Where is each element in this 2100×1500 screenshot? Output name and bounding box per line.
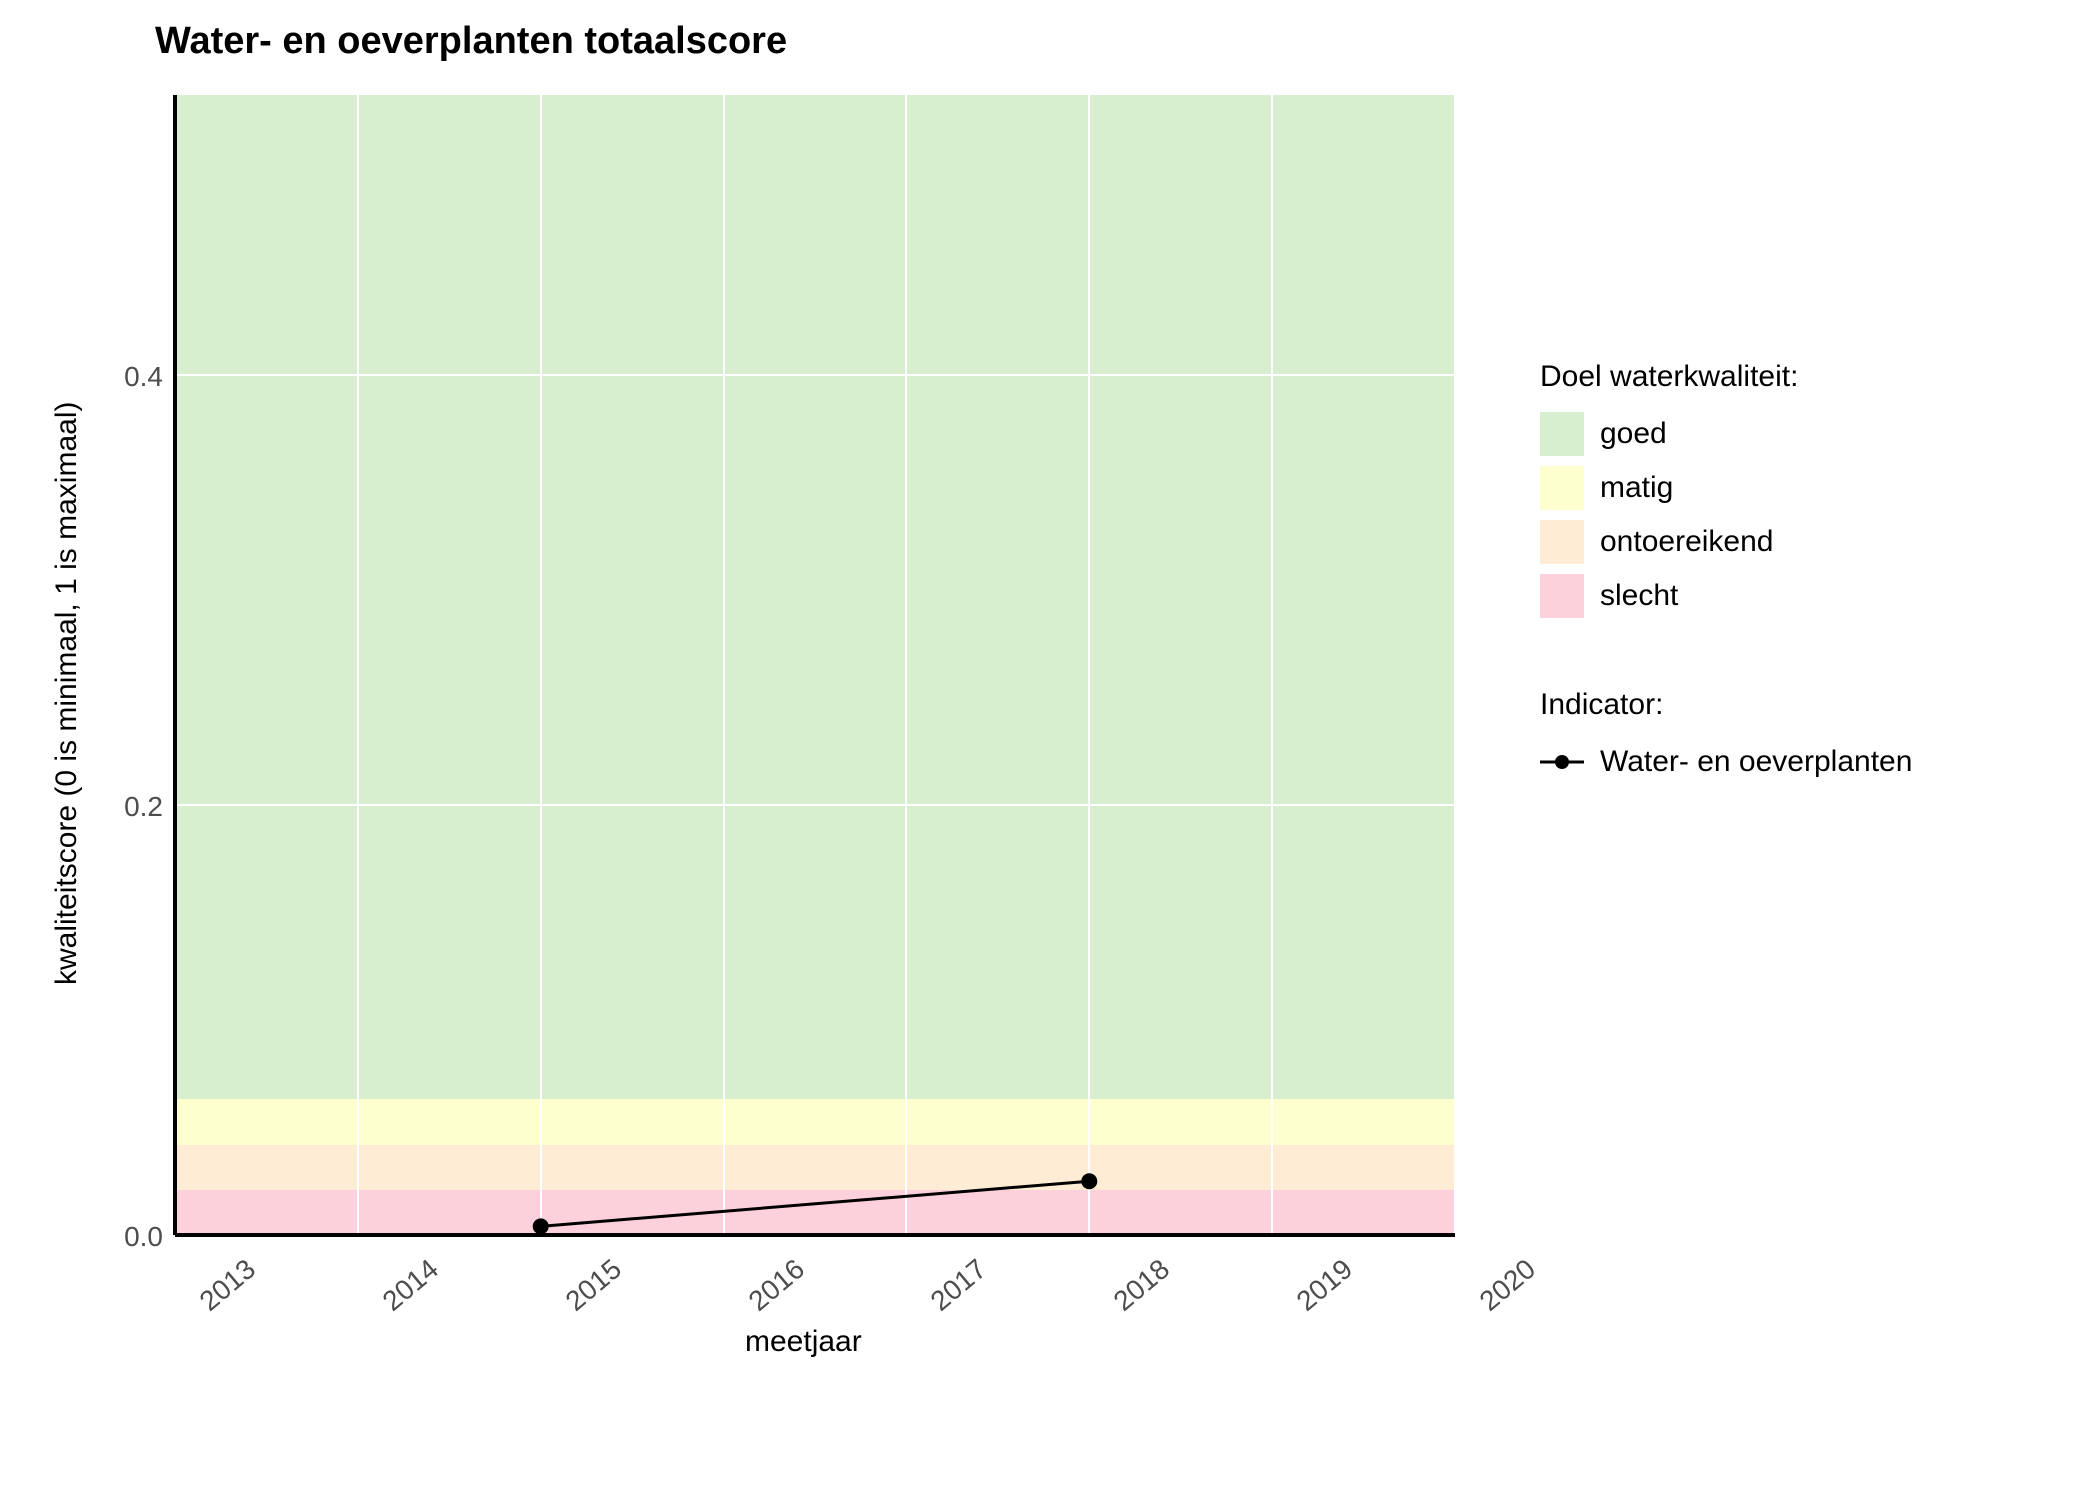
y-tick-label: 0.2 xyxy=(103,791,163,823)
x-tick-label: 2017 xyxy=(925,1253,993,1318)
x-tick-label: 2020 xyxy=(1474,1253,1542,1318)
x-tick-label: 2013 xyxy=(194,1253,262,1318)
plot-area xyxy=(175,95,1455,1235)
legend-quality-label: goed xyxy=(1600,417,1667,451)
legend-quality-item-matig: matig xyxy=(1540,466,1912,510)
legend-quality-label: matig xyxy=(1600,471,1673,505)
series-layer xyxy=(175,95,1455,1235)
legend-indicator-title: Indicator: xyxy=(1540,688,1912,722)
series-point xyxy=(533,1218,549,1234)
legend-indicator-row: Water- en oeverplanten xyxy=(1540,740,1912,784)
legend-quality-items: goed matig ontoereikend slecht xyxy=(1540,412,1912,618)
legend-indicator-sample xyxy=(1540,740,1584,784)
legend-quality-item-slecht: slecht xyxy=(1540,574,1912,618)
series-point xyxy=(1081,1173,1097,1189)
y-axis-label: kwaliteitscore (0 is minimaal, 1 is maxi… xyxy=(50,402,84,985)
legend-quality-item-goed: goed xyxy=(1540,412,1912,456)
chart-container: Water- en oeverplanten totaalscore kwali… xyxy=(0,0,2100,1500)
legend-quality-label: ontoereikend xyxy=(1600,525,1773,559)
x-axis-label: meetjaar xyxy=(745,1325,862,1359)
x-tick-label: 2016 xyxy=(742,1253,810,1318)
x-tick-label: 2015 xyxy=(559,1253,627,1318)
legend-quality-label: slecht xyxy=(1600,579,1678,613)
x-tick-label: 2018 xyxy=(1108,1253,1176,1318)
legend-swatch xyxy=(1540,466,1584,510)
x-tick-label: 2014 xyxy=(376,1253,444,1318)
legend-swatch xyxy=(1540,412,1584,456)
series-line xyxy=(541,1181,1090,1226)
legend-swatch xyxy=(1540,574,1584,618)
legend-quality-item-ontoereikend: ontoereikend xyxy=(1540,520,1912,564)
y-tick-label: 0.0 xyxy=(103,1221,163,1253)
legend-quality-title: Doel waterkwaliteit: xyxy=(1540,360,1912,394)
legend-swatch xyxy=(1540,520,1584,564)
y-tick-label: 0.4 xyxy=(103,361,163,393)
legend-indicator-label: Water- en oeverplanten xyxy=(1600,745,1912,779)
legend: Doel waterkwaliteit: goed matig ontoereike… xyxy=(1540,360,1912,794)
chart-title: Water- en oeverplanten totaalscore xyxy=(155,20,787,63)
x-tick-label: 2019 xyxy=(1291,1253,1359,1318)
